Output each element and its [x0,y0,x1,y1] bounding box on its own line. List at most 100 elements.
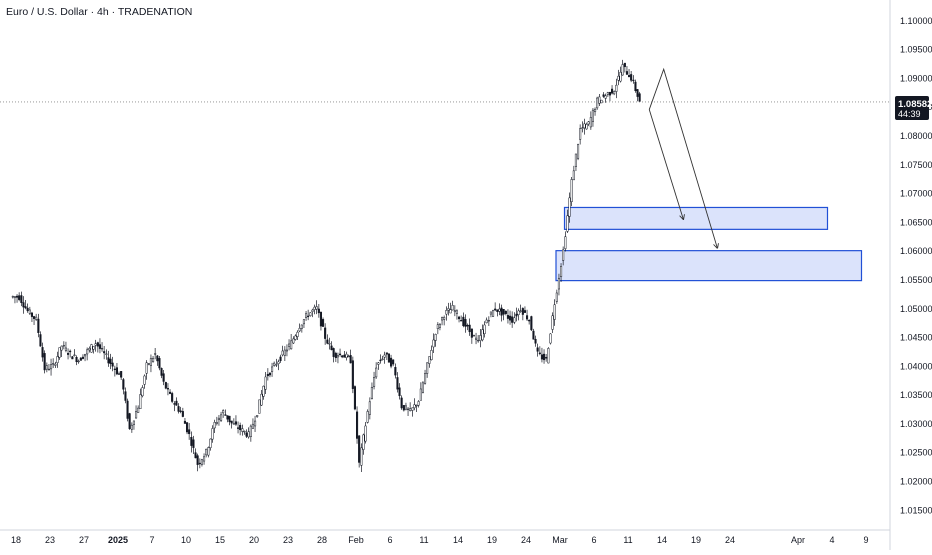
candle-body [279,356,282,361]
candle-body [619,71,622,82]
candle-body [494,308,497,311]
candle-body [84,353,87,357]
candle-body [466,325,469,327]
candle-body [504,310,507,314]
y-tick-label: 1.09500 [900,45,932,55]
candle-body [307,315,310,318]
candle-body [154,353,157,355]
x-tick-label: Feb [348,535,364,545]
candle-body [45,365,48,370]
candle-body [553,304,556,320]
candle-body [615,84,618,92]
candle-body [632,79,635,82]
y-tick-label: 1.06500 [900,217,932,227]
candle-body [132,420,135,425]
candle-body [604,95,607,99]
candle-body [39,334,42,347]
candle-body [511,316,514,323]
x-tick-label: 23 [283,535,293,545]
candle-body [190,437,193,446]
demand-zone-2 [555,250,863,282]
candle-body [275,364,278,366]
x-tick-label: 11 [623,535,632,545]
x-tick-label: 28 [317,535,327,545]
candle-body [419,388,422,401]
candle-body [107,357,110,364]
candle-body [453,310,456,312]
x-tick-label: 23 [45,535,55,545]
candle-body [258,399,261,414]
candle-body [362,434,365,450]
price-tag-price: 1.08582 [898,99,932,110]
candle-body [373,377,376,387]
candle-body [600,99,603,104]
candle-body [71,356,74,360]
candle-body [271,366,274,372]
candle-body [375,367,378,378]
candle-body [602,94,605,97]
candle-body [120,371,123,378]
candle-body [47,368,51,371]
x-tick-label: 4 [829,535,834,545]
candle-body [521,308,524,315]
candle-body [313,306,316,310]
candle-body [383,354,386,358]
candle-body [249,425,252,438]
x-tick-label: 14 [657,535,667,545]
x-tick-label: 10 [181,535,191,545]
x-tick-label: 19 [691,535,701,545]
candle-body [513,317,516,323]
candle-body [169,391,172,394]
candle-body [322,319,325,327]
candle-body [572,170,575,181]
candle-body [273,362,276,366]
candle-body [205,448,208,456]
price-tag: 1.08582 44:39 [895,96,932,120]
candle-body [94,343,97,346]
candle-body [118,373,121,375]
x-tick-label: 19 [487,535,497,545]
candle-body [330,345,333,351]
candle-body [222,410,225,414]
y-tick-label: 1.07500 [900,160,932,170]
candle-body [43,353,46,371]
candle-body [311,309,314,312]
candle-body [160,368,163,376]
candle-body [617,75,620,81]
candle-body [581,127,584,129]
candle-body [139,394,142,409]
candle-body [211,428,214,440]
candle-body [339,353,342,356]
candle-body [570,179,573,202]
candle-body [302,319,305,325]
candle-body [203,456,206,462]
candle-body [28,309,31,314]
candle-body [16,295,19,298]
candle-body [296,331,299,337]
candle-body [343,354,346,358]
candle-body [79,357,82,361]
candle-body [579,128,582,140]
candle-body [462,316,465,327]
candle-body [334,352,337,359]
candle-body [283,349,286,356]
y-tick-label: 1.05000 [900,304,932,314]
candle-body [551,315,554,330]
candle-body [183,420,186,424]
candle-body [181,411,184,417]
candle-body [260,393,263,406]
candle-body [50,364,53,370]
candle-body [126,400,129,419]
candle-body [598,96,601,104]
candle-body [589,117,592,128]
candle-body [309,312,312,317]
candle-body [135,411,138,419]
candle-body [328,343,331,345]
candle-body [56,356,59,364]
candle-body [360,447,363,466]
candle-body [247,431,250,438]
candle-body [424,373,427,384]
candle-body [251,423,254,429]
